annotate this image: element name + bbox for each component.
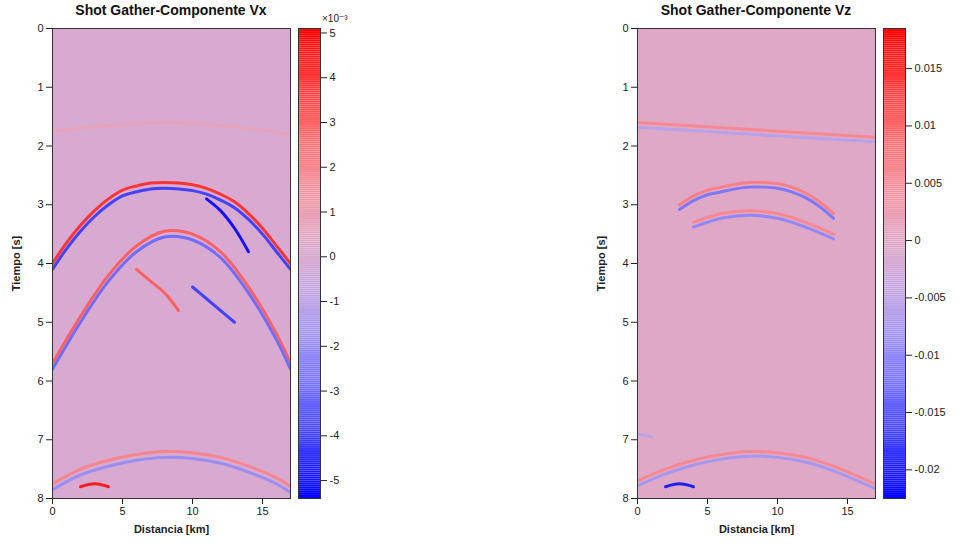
svg-text:-5: -5 (330, 474, 340, 486)
svg-text:3: 3 (330, 116, 336, 128)
svg-text:5: 5 (37, 316, 43, 328)
html-text:×10⁻³: ×10⁻³ (322, 13, 348, 24)
svg-text:6: 6 (622, 375, 628, 387)
svg-text:0: 0 (49, 505, 55, 517)
svg-text:-0.02: -0.02 (915, 463, 940, 475)
svg-text:0: 0 (37, 22, 43, 34)
svg-text:Distancia [km]: Distancia [km] (719, 523, 795, 535)
svg-text:2: 2 (37, 140, 43, 152)
svg-text:0: 0 (915, 234, 921, 246)
svg-text:2: 2 (330, 161, 336, 173)
svg-text:5: 5 (622, 316, 628, 328)
svg-text:4: 4 (37, 257, 43, 269)
svg-text:4: 4 (330, 71, 336, 83)
svg-text:-0.005: -0.005 (915, 291, 946, 303)
svg-text:10: 10 (771, 505, 783, 517)
svg-text:5: 5 (330, 26, 336, 38)
svg-text:10: 10 (186, 505, 198, 517)
svg-text:0: 0 (634, 505, 640, 517)
svg-text:-4: -4 (330, 429, 340, 441)
svg-text:5: 5 (119, 505, 125, 517)
svg-text:-1: -1 (330, 295, 340, 307)
svg-text:7: 7 (622, 433, 628, 445)
svg-text:15: 15 (256, 505, 268, 517)
svg-text:-0.015: -0.015 (915, 406, 946, 418)
svg-text:4: 4 (622, 257, 628, 269)
html-text:Shot Gather-Componente Vx: Shot Gather-Componente Vx (75, 2, 267, 18)
svg-text:3: 3 (37, 198, 43, 210)
svg-text:0: 0 (330, 250, 336, 262)
svg-text:7: 7 (37, 433, 43, 445)
svg-text:8: 8 (37, 492, 43, 504)
svg-text:0.01: 0.01 (915, 119, 936, 131)
svg-text:-0.01: -0.01 (915, 349, 940, 361)
svg-text:0.005: 0.005 (915, 177, 943, 189)
html-text:Shot Gather-Componente Vz: Shot Gather-Componente Vz (660, 2, 852, 18)
svg-text:0: 0 (622, 22, 628, 34)
svg-text:6: 6 (37, 375, 43, 387)
svg-text:Tiempo [s]: Tiempo [s] (10, 235, 22, 291)
svg-text:5: 5 (704, 505, 710, 517)
svg-text:15: 15 (841, 505, 853, 517)
svg-text:-2: -2 (330, 340, 340, 352)
svg-text:3: 3 (622, 198, 628, 210)
svg-text:2: 2 (622, 140, 628, 152)
svg-text:1: 1 (330, 206, 336, 218)
svg-text:1: 1 (622, 81, 628, 93)
svg-text:-3: -3 (330, 385, 340, 397)
svg-text:0.015: 0.015 (915, 62, 943, 74)
svg-text:8: 8 (622, 492, 628, 504)
svg-text:Distancia [km]: Distancia [km] (134, 523, 210, 535)
svg-text:Tiempo [s]: Tiempo [s] (595, 235, 607, 291)
svg-text:1: 1 (37, 81, 43, 93)
